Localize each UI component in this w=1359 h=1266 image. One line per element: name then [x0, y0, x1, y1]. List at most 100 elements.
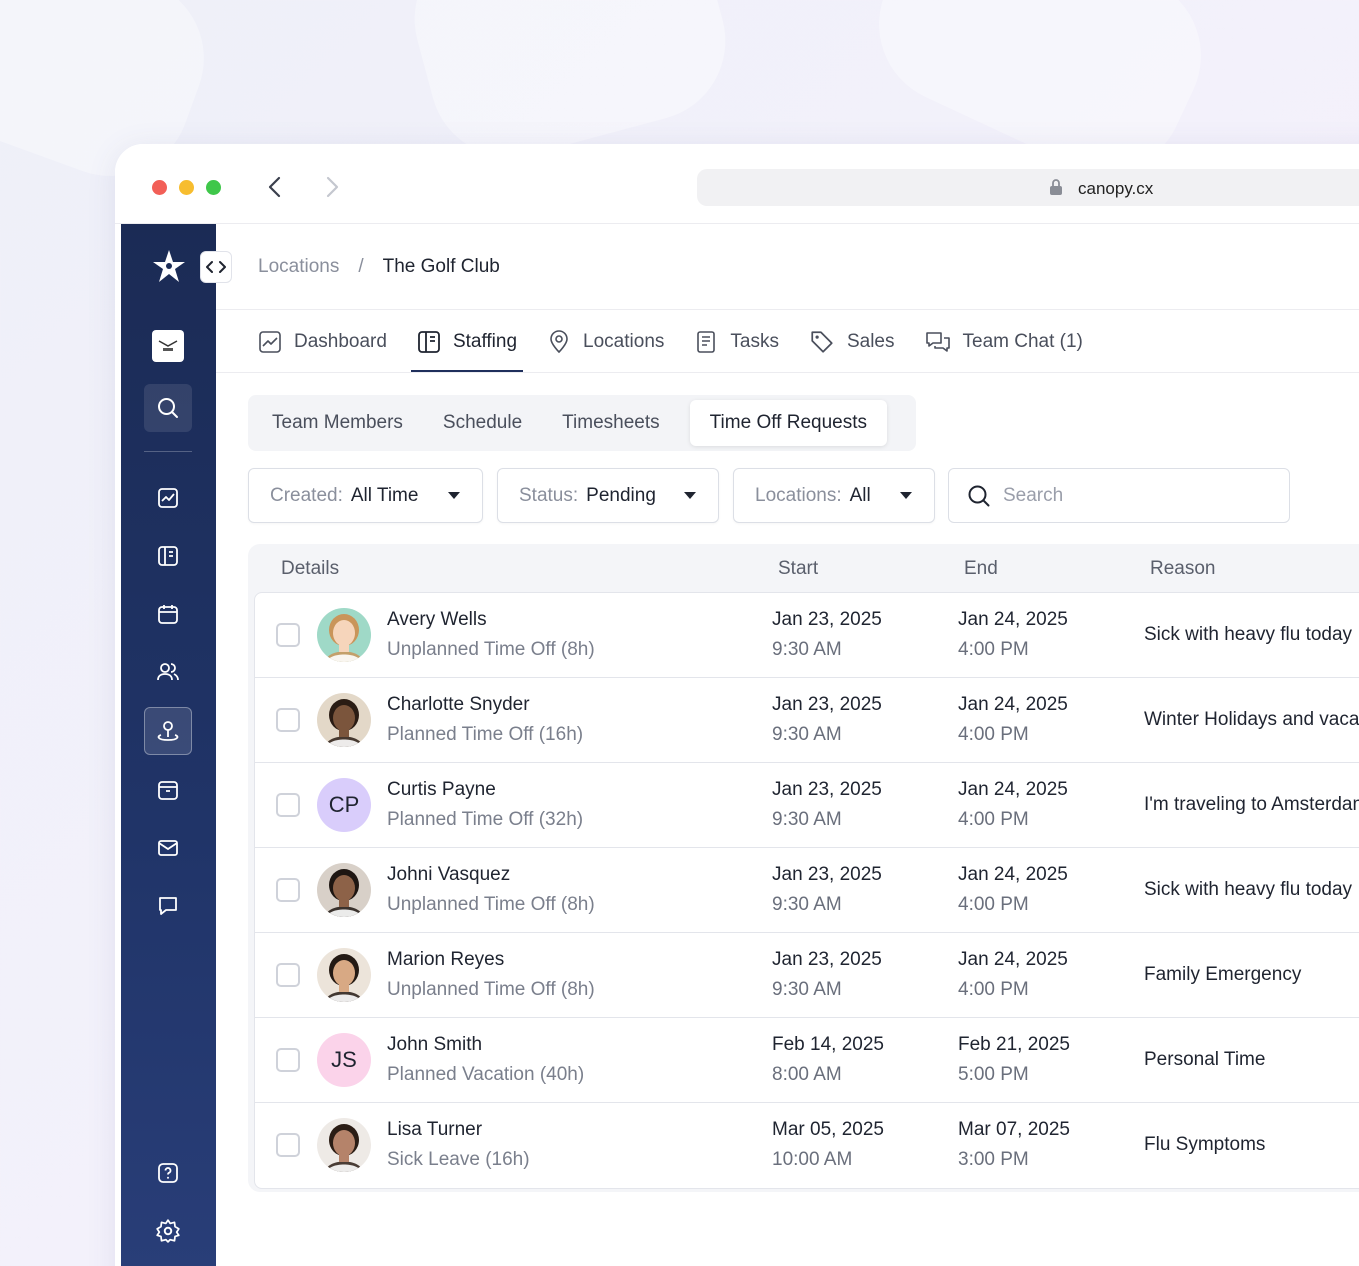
- subtab-timesheets[interactable]: Timesheets: [562, 412, 660, 433]
- table-row[interactable]: Marion Reyes Unplanned Time Off (8h) Jan…: [255, 933, 1359, 1018]
- tab-label: Team Chat (1): [962, 330, 1083, 352]
- table-row[interactable]: CP Curtis Payne Planned Time Off (32h) J…: [255, 763, 1359, 848]
- start-time: 9:30 AM: [772, 809, 842, 830]
- avatar-initials: JS: [331, 1047, 357, 1072]
- tab-tasks[interactable]: Tasks: [688, 310, 785, 373]
- row-checkbox[interactable]: [276, 623, 300, 647]
- app-logo-icon[interactable]: [151, 248, 187, 284]
- back-arrow-icon[interactable]: [263, 174, 287, 200]
- locations-filter-dropdown[interactable]: Locations: All: [733, 468, 935, 523]
- avatar: [317, 693, 371, 747]
- time-off-type: Planned Time Off (16h): [387, 724, 584, 745]
- end-date: Mar 07, 2025: [958, 1119, 1070, 1140]
- club-logo[interactable]: [152, 330, 184, 362]
- table-row[interactable]: Charlotte Snyder Planned Time Off (16h) …: [255, 678, 1359, 763]
- start-date: Jan 23, 2025: [772, 779, 882, 800]
- row-checkbox[interactable]: [276, 963, 300, 987]
- column-header-end[interactable]: End: [964, 558, 998, 579]
- caret-down-icon: [900, 492, 912, 499]
- browser-window: canopy.cx: [115, 144, 1359, 1266]
- sidebar-item-settings[interactable]: [144, 1207, 192, 1255]
- subtab-time-off-requests[interactable]: Time Off Requests: [689, 400, 887, 446]
- filter-label: Status:: [519, 484, 579, 506]
- search-input[interactable]: Search: [948, 468, 1290, 523]
- location-pin-icon: [157, 721, 179, 741]
- end-time: 4:00 PM: [958, 979, 1029, 1000]
- sidebar-item-mail[interactable]: [144, 824, 192, 872]
- tab-team-chat[interactable]: Team Chat (1): [919, 310, 1089, 373]
- employee-name: Johni Vasquez: [387, 864, 511, 885]
- sidebar-item-calendar[interactable]: [144, 590, 192, 638]
- sidebar-item-chat[interactable]: [144, 882, 192, 930]
- tab-staffing[interactable]: Staffing: [410, 310, 524, 373]
- row-checkbox[interactable]: [276, 793, 300, 817]
- avatar: CP: [317, 778, 371, 832]
- avatar-photo: [325, 614, 363, 662]
- time-off-type: Sick Leave (16h): [387, 1149, 530, 1170]
- address-bar[interactable]: canopy.cx: [697, 169, 1359, 206]
- search-icon: [968, 485, 990, 506]
- subtab-schedule[interactable]: Schedule: [442, 412, 523, 433]
- chat-bubble-icon: [159, 897, 177, 915]
- sidebar-item-locations[interactable]: [144, 707, 192, 755]
- subtab-team-members[interactable]: Team Members: [272, 412, 403, 433]
- breadcrumb-locations-link[interactable]: Locations: [258, 256, 340, 277]
- row-checkbox[interactable]: [276, 708, 300, 732]
- tab-sales[interactable]: Sales: [803, 310, 901, 373]
- caret-down-icon: [684, 492, 696, 499]
- avatar-initials: CP: [328, 792, 360, 817]
- row-checkbox[interactable]: [276, 1048, 300, 1072]
- column-header-start[interactable]: Start: [778, 558, 819, 579]
- breadcrumb-separator: /: [358, 256, 364, 277]
- start-date: Jan 23, 2025: [772, 949, 882, 970]
- status-filter-dropdown[interactable]: Status: Pending: [497, 468, 719, 523]
- table-row[interactable]: JS John Smith Planned Vacation (40h) Feb…: [255, 1018, 1359, 1103]
- reason-text: I'm traveling to Amsterdam: [1144, 794, 1359, 815]
- sidebar-item-staffing[interactable]: [144, 532, 192, 580]
- minimize-window-button[interactable]: [179, 180, 194, 195]
- employee-name: Marion Reyes: [387, 949, 505, 970]
- tab-dashboard[interactable]: Dashboard: [252, 310, 393, 373]
- sidebar-toggle-button[interactable]: [200, 251, 232, 283]
- end-date: Jan 24, 2025: [958, 694, 1068, 715]
- lock-icon: [1050, 179, 1062, 195]
- mail-icon: [158, 840, 178, 856]
- table-row[interactable]: Lisa Turner Sick Leave (16h) Mar 05, 202…: [255, 1103, 1359, 1188]
- sidebar-item-team[interactable]: [144, 648, 192, 696]
- employee-name: John Smith: [387, 1034, 483, 1055]
- start-time: 10:00 AM: [772, 1149, 853, 1170]
- avatar-photo: [325, 954, 363, 1002]
- close-window-button[interactable]: [152, 180, 167, 195]
- tab-locations[interactable]: Locations: [541, 310, 670, 373]
- avatar-photo: [325, 699, 363, 747]
- chat-icon: [925, 331, 950, 352]
- sidebar-item-help[interactable]: [144, 1149, 192, 1197]
- sidebar-item-dashboard[interactable]: [144, 474, 192, 522]
- tab-label: Staffing: [452, 330, 518, 352]
- search-icon: [158, 398, 178, 418]
- employee-name: Curtis Payne: [387, 779, 496, 800]
- forward-arrow-icon[interactable]: [320, 174, 344, 200]
- avatar: [317, 863, 371, 917]
- start-date: Jan 23, 2025: [772, 694, 882, 715]
- sidebar-item-archive[interactable]: [144, 766, 192, 814]
- tag-icon: [811, 330, 833, 353]
- end-time: 3:00 PM: [958, 1149, 1029, 1170]
- code-brackets-icon: [206, 261, 226, 273]
- tab-label: Sales: [846, 330, 895, 352]
- column-header-details: Details: [281, 558, 340, 579]
- start-date: Jan 23, 2025: [772, 864, 882, 885]
- table-row[interactable]: Johni Vasquez Unplanned Time Off (8h) Ja…: [255, 848, 1359, 933]
- sidebar-search[interactable]: [144, 384, 192, 432]
- reason-text: Sick with heavy flu today: [1144, 624, 1353, 645]
- avatar: [317, 948, 371, 1002]
- maximize-window-button[interactable]: [206, 180, 221, 195]
- time-off-type: Planned Time Off (32h): [387, 809, 584, 830]
- created-filter-dropdown[interactable]: Created: All Time: [248, 468, 483, 523]
- row-checkbox[interactable]: [276, 878, 300, 902]
- end-time: 5:00 PM: [958, 1064, 1029, 1085]
- end-date: Jan 24, 2025: [958, 864, 1068, 885]
- row-checkbox[interactable]: [276, 1133, 300, 1157]
- avatar: [317, 608, 371, 662]
- table-row[interactable]: Avery Wells Unplanned Time Off (8h) Jan …: [255, 593, 1359, 678]
